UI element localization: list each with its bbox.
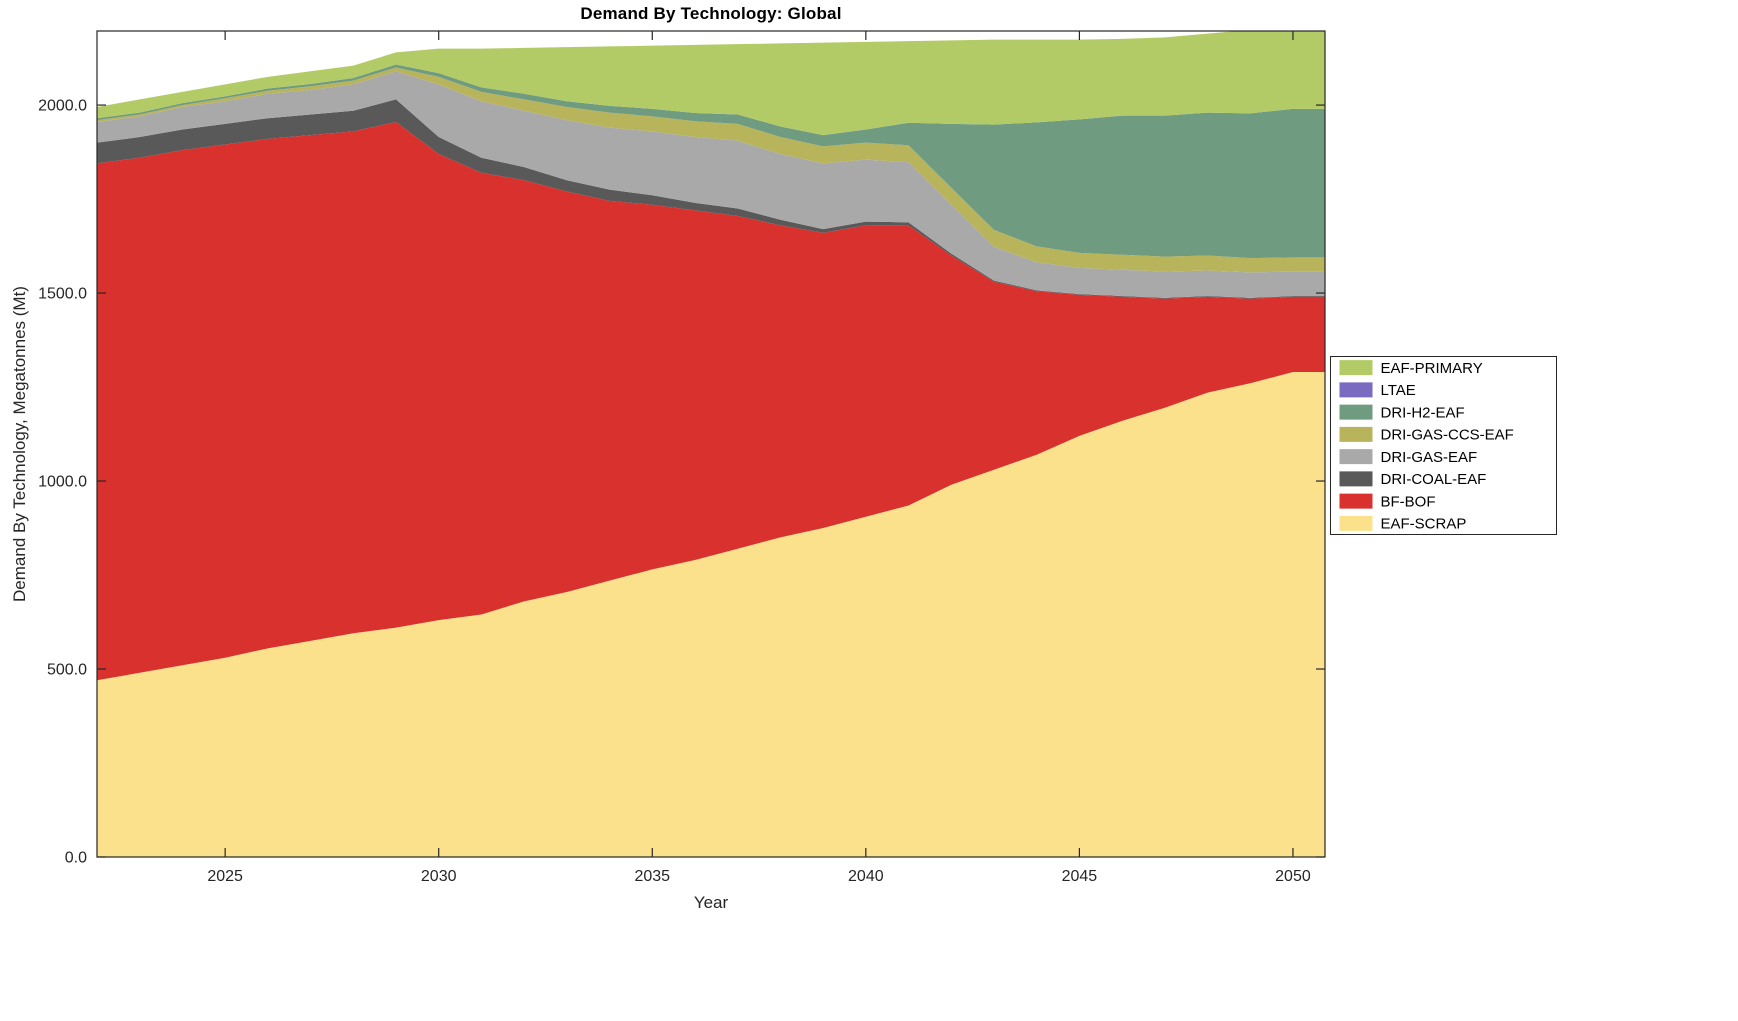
area-bf-bof <box>97 121 1325 681</box>
legend-label-eaf-scrap: EAF-SCRAP <box>1381 516 1467 533</box>
area-dri-gas-eaf <box>97 71 1325 298</box>
x-tick-label: 2030 <box>421 868 457 885</box>
legend-item-dri-gas-eaf: DRI-GAS-EAF <box>1339 449 1478 466</box>
area-eaf-scrap <box>97 372 1325 857</box>
y-tick-label: 2000.0 <box>38 98 87 115</box>
legend-label-dri-coal-eaf: DRI-COAL-EAF <box>1381 471 1487 488</box>
legend-label-eaf-primary: EAF-PRIMARY <box>1381 360 1483 377</box>
y-tick-label: 1000.0 <box>38 474 87 491</box>
area-dri-h2-eaf <box>97 64 1325 259</box>
legend-label-ltae: LTAE <box>1381 382 1416 399</box>
tick-labels-group: 2025 2030 2035 2040 2045 2050 0.0 500.0 1000.0 15… <box>38 98 1311 885</box>
legend-swatch-dri-gas-ccs-eaf <box>1339 426 1373 442</box>
legend-swatch-dri-gas-eaf <box>1339 449 1373 465</box>
y-tick-label: 0.0 <box>65 850 87 867</box>
x-tick-label: 2025 <box>207 868 243 885</box>
legend-swatch-dri-coal-eaf <box>1339 471 1373 487</box>
legend-item-dri-gas-ccs-eaf: DRI-GAS-CCS-EAF <box>1339 426 1514 444</box>
x-tick-label: 2050 <box>1275 868 1311 885</box>
plot-box <box>96 30 1326 858</box>
legend: EAF-PRIMARY LTAE DRI-H2-EAF DRI-GAS-CCS-EAF… <box>1330 356 1557 535</box>
legend-item-dri-coal-eaf: DRI-COAL-EAF <box>1339 471 1487 488</box>
legend-item-dri-h2-eaf: DRI-H2-EAF <box>1339 404 1465 421</box>
chart-title: Demand By Technology: Global <box>580 4 842 23</box>
area-series-group <box>97 31 1325 857</box>
legend-swatch-eaf-primary <box>1339 360 1373 376</box>
x-tick-label: 2045 <box>1062 868 1098 885</box>
legend-swatch-ltae <box>1339 382 1373 398</box>
legend-label-dri-gas-ccs-eaf: DRI-GAS-CCS-EAF <box>1381 427 1514 444</box>
x-tick-label: 2040 <box>848 868 884 885</box>
legend-swatch-eaf-scrap <box>1339 515 1373 531</box>
legend-label-bf-bof: BF-BOF <box>1381 493 1436 510</box>
legend-label-dri-h2-eaf: DRI-H2-EAF <box>1381 404 1465 421</box>
y-tick-label: 1500.0 <box>38 286 87 303</box>
y-tick-label: 500.0 <box>47 662 87 679</box>
legend-swatch-dri-h2-eaf <box>1339 404 1373 420</box>
legend-item-eaf-scrap: EAF-SCRAP <box>1339 515 1467 533</box>
legend-item-eaf-primary: EAF-PRIMARY <box>1339 360 1483 377</box>
legend-swatch-bf-bof <box>1339 493 1373 509</box>
x-axis-label: Year <box>693 893 729 912</box>
legend-label-dri-gas-eaf: DRI-GAS-EAF <box>1381 449 1478 466</box>
legend-item-ltae: LTAE <box>1339 382 1416 399</box>
legend-item-bf-bof: BF-BOF <box>1339 493 1436 510</box>
ticks-group <box>97 31 1325 858</box>
x-tick-label: 2035 <box>634 868 670 885</box>
area-eaf-primary <box>97 31 1325 136</box>
